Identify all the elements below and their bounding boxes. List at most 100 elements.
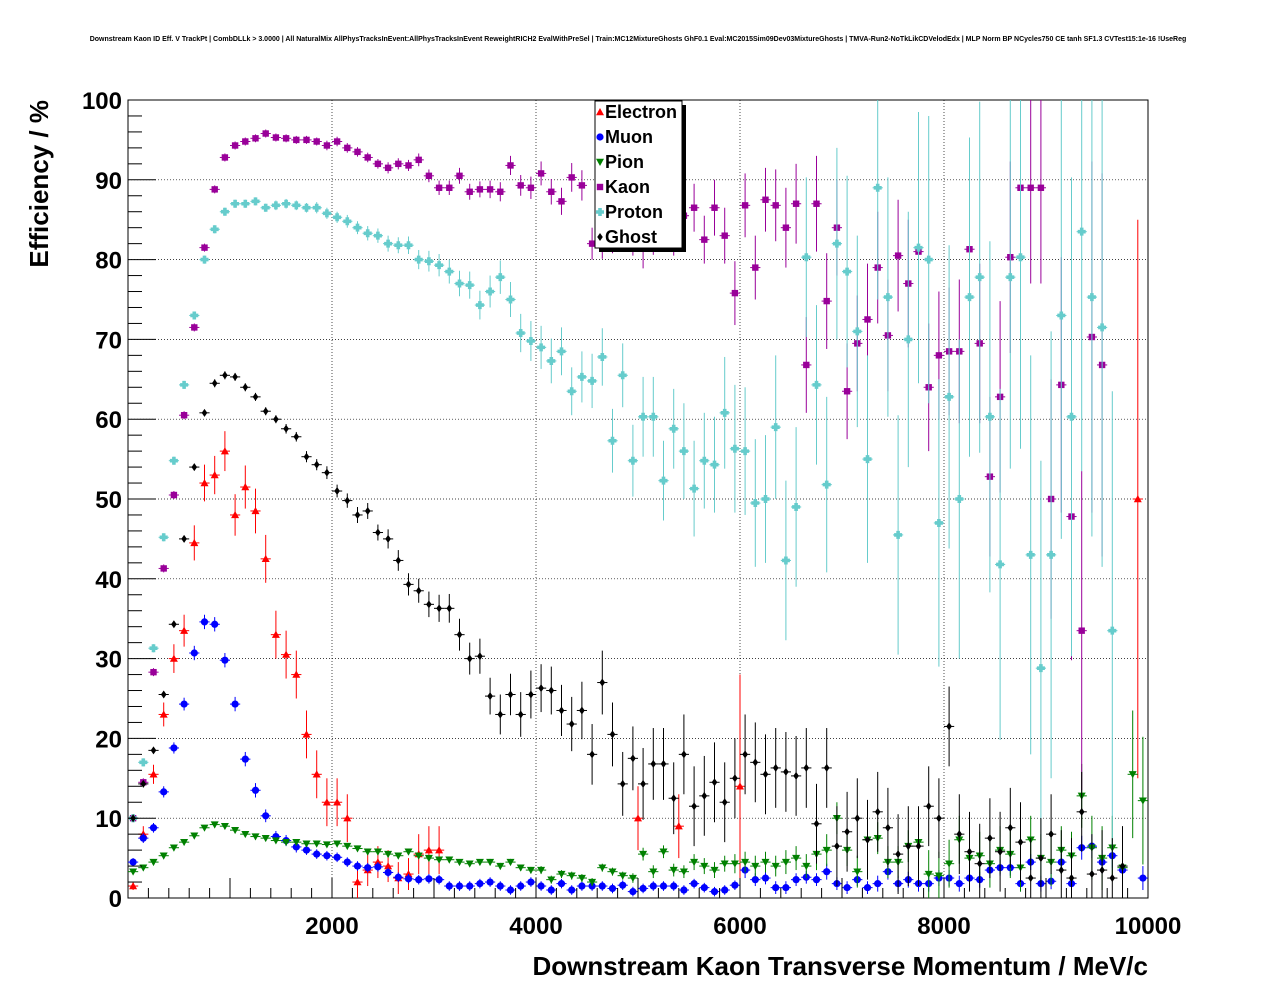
data-point (762, 196, 769, 203)
data-point (283, 424, 289, 433)
data-point (404, 870, 413, 878)
y-tick-label: 40 (95, 567, 122, 594)
x-tick-label: 10000 (1115, 913, 1182, 940)
data-point (976, 859, 983, 868)
data-point (628, 456, 637, 465)
data-point (567, 387, 576, 396)
data-point (1068, 874, 1075, 883)
data-point (211, 620, 219, 628)
data-point (344, 144, 351, 152)
data-point (803, 361, 810, 369)
data-point (251, 786, 260, 794)
data-point (343, 217, 352, 226)
data-point (639, 412, 648, 421)
data-point (313, 460, 320, 469)
data-point (721, 232, 728, 239)
data-point (487, 692, 493, 701)
data-point (578, 882, 586, 890)
data-point (436, 604, 442, 613)
data-point (312, 203, 321, 212)
data-point (303, 452, 310, 461)
data-point (681, 750, 687, 759)
data-point (262, 130, 269, 137)
data-point (271, 630, 280, 638)
data-point (384, 862, 393, 870)
data-point (599, 678, 606, 687)
data-point (445, 856, 454, 864)
data-point (1017, 838, 1024, 847)
data-point (150, 668, 157, 676)
data-point (904, 335, 913, 344)
data-point (220, 822, 229, 831)
data-point (557, 870, 566, 879)
data-point (527, 878, 535, 886)
data-point (221, 656, 229, 664)
data-point (273, 415, 279, 424)
data-point (640, 779, 646, 788)
data-point (231, 826, 240, 835)
data-point (415, 586, 422, 595)
data-point (679, 868, 688, 876)
data-point (516, 329, 525, 338)
data-point (149, 858, 158, 867)
data-point (812, 876, 821, 884)
data-point (210, 471, 219, 479)
data-point (975, 273, 984, 282)
data-point (1036, 664, 1045, 673)
data-point (140, 779, 147, 788)
data-point (802, 862, 811, 871)
data-point (955, 495, 964, 504)
data-point (374, 160, 382, 168)
data-point (741, 858, 750, 867)
data-point (373, 848, 382, 856)
data-point (232, 372, 238, 381)
data-point (271, 201, 280, 210)
data-point (425, 172, 433, 180)
data-point (751, 876, 759, 884)
data-point (241, 199, 250, 208)
data-point (180, 700, 188, 708)
data-point (577, 372, 586, 381)
data-point (405, 580, 412, 589)
data-point (538, 684, 544, 693)
data-point (171, 620, 177, 629)
legend-label: Ghost (605, 227, 657, 247)
data-point (201, 244, 208, 251)
data-point (1057, 311, 1066, 320)
data-point (1077, 227, 1086, 236)
data-point (222, 371, 228, 380)
data-point (231, 700, 239, 708)
data-point (674, 822, 683, 830)
data-point (455, 882, 464, 890)
data-point (231, 199, 240, 208)
data-point (660, 759, 667, 768)
data-point (466, 654, 473, 663)
data-point (129, 882, 138, 890)
data-point (424, 854, 433, 863)
y-tick-label: 100 (82, 88, 122, 115)
y-tick-label: 10 (95, 806, 122, 833)
data-point (772, 884, 780, 892)
data-point (634, 814, 642, 822)
data-point (987, 834, 993, 843)
data-point (404, 848, 413, 856)
data-point (720, 860, 729, 868)
data-point (414, 852, 423, 860)
data-point (282, 650, 291, 658)
data-point (1089, 870, 1095, 879)
data-point (873, 183, 882, 192)
data-point (894, 252, 902, 259)
data-point (659, 848, 668, 856)
data-point (1027, 874, 1034, 883)
data-point (251, 506, 260, 515)
data-point (783, 767, 789, 776)
data-point (496, 862, 505, 871)
data-point (415, 876, 423, 884)
data-point (934, 518, 943, 527)
data-point (588, 240, 596, 247)
data-point (659, 476, 668, 485)
data-point (751, 862, 760, 871)
data-point (302, 203, 311, 212)
data-point (516, 864, 525, 872)
